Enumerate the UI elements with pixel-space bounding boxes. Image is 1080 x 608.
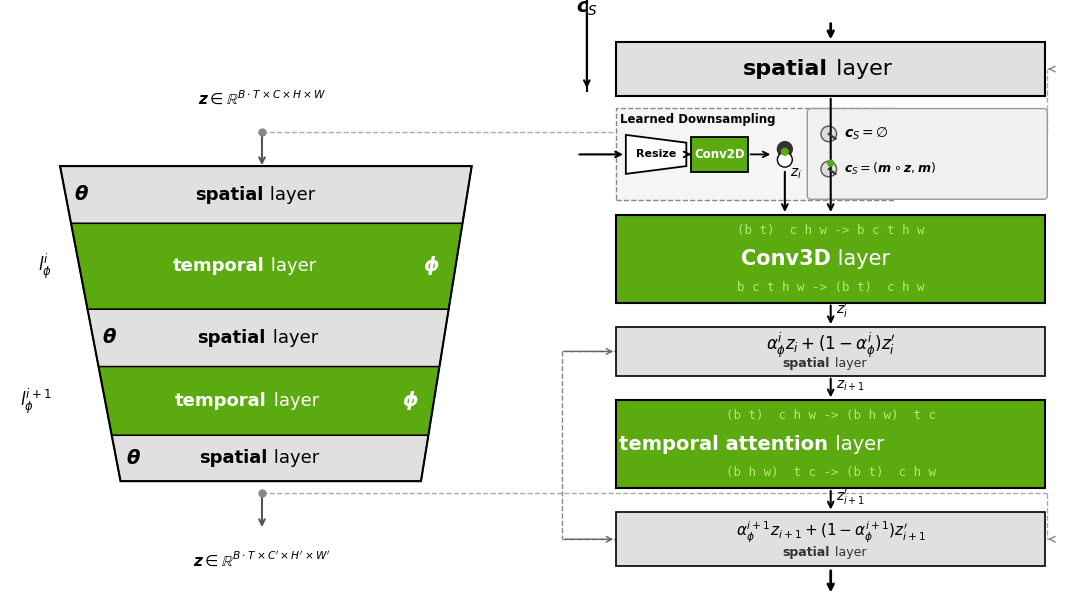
Text: $\boldsymbol{z} \in \mathbb{R}^{B \cdot T \times C \times H \times W}$: $\boldsymbol{z} \in \mathbb{R}^{B \cdot … bbox=[198, 89, 326, 107]
Text: temporal: temporal bbox=[173, 257, 265, 275]
Circle shape bbox=[782, 148, 788, 155]
Text: b c t h w -> (b t)  c h w: b c t h w -> (b t) c h w bbox=[737, 280, 924, 294]
Circle shape bbox=[778, 152, 793, 167]
Bar bbox=[616, 215, 1045, 303]
Text: Conv3D: Conv3D bbox=[741, 249, 831, 269]
Text: spatial: spatial bbox=[782, 546, 829, 559]
Text: $l_\phi^{i+1}$: $l_\phi^{i+1}$ bbox=[21, 386, 52, 416]
Text: layer: layer bbox=[831, 357, 866, 370]
Text: (b t)  c h w -> b c t h w: (b t) c h w -> b c t h w bbox=[737, 224, 924, 237]
Text: (b t)  c h w -> (b h w)  t c: (b t) c h w -> (b h w) t c bbox=[726, 409, 935, 423]
Text: (b h w)  t c -> (b t)  c h w: (b h w) t c -> (b t) c h w bbox=[726, 466, 935, 479]
Text: layer: layer bbox=[266, 257, 316, 275]
Text: layer: layer bbox=[828, 435, 885, 454]
Polygon shape bbox=[71, 223, 462, 309]
Text: layer: layer bbox=[831, 546, 866, 559]
Text: layer: layer bbox=[265, 185, 315, 204]
FancyBboxPatch shape bbox=[616, 108, 895, 200]
Bar bbox=[616, 42, 1045, 96]
Text: $\boldsymbol{c}_S$: $\boldsymbol{c}_S$ bbox=[576, 0, 598, 18]
Text: $\alpha_\phi^{i+1} z_{i+1} + (1 - \alpha_\phi^{i+1})z_{i+1}^{\prime}$: $\alpha_\phi^{i+1} z_{i+1} + (1 - \alpha… bbox=[735, 520, 926, 545]
Bar bbox=[691, 137, 747, 172]
Text: $\boldsymbol{\theta}$: $\boldsymbol{\theta}$ bbox=[75, 185, 89, 204]
Circle shape bbox=[827, 161, 834, 166]
Text: $\alpha_\phi^i z_i + (1 - \alpha_\phi^i)z_i^{\prime}$: $\alpha_\phi^i z_i + (1 - \alpha_\phi^i)… bbox=[766, 330, 895, 360]
Text: temporal: temporal bbox=[175, 392, 267, 410]
Text: $\boldsymbol{\phi}$: $\boldsymbol{\phi}$ bbox=[422, 255, 440, 277]
Text: $\boldsymbol{z} \in \mathbb{R}^{B \cdot T \times C' \times H' \times W'}$: $\boldsymbol{z} \in \mathbb{R}^{B \cdot … bbox=[193, 550, 330, 568]
Text: spatial: spatial bbox=[198, 329, 266, 347]
Text: layer: layer bbox=[828, 59, 892, 79]
Text: $z_{i+1}$: $z_{i+1}$ bbox=[836, 378, 865, 393]
Bar bbox=[616, 513, 1045, 566]
Polygon shape bbox=[87, 309, 448, 367]
Text: temporal attention: temporal attention bbox=[619, 435, 827, 454]
Text: $l_\phi^i$: $l_\phi^i$ bbox=[38, 252, 52, 281]
Text: spatial: spatial bbox=[743, 59, 827, 79]
Text: layer: layer bbox=[269, 449, 320, 468]
Text: Learned Downsampling: Learned Downsampling bbox=[620, 112, 775, 126]
Polygon shape bbox=[60, 166, 472, 223]
Text: Conv2D: Conv2D bbox=[694, 148, 745, 161]
Text: spatial: spatial bbox=[782, 357, 829, 370]
Circle shape bbox=[821, 161, 837, 177]
Text: spatial: spatial bbox=[195, 185, 264, 204]
Text: $z_i'$: $z_i'$ bbox=[836, 301, 848, 320]
Circle shape bbox=[821, 126, 837, 142]
FancyBboxPatch shape bbox=[807, 109, 1048, 199]
Bar bbox=[616, 400, 1045, 488]
Polygon shape bbox=[625, 135, 686, 174]
Text: layer: layer bbox=[268, 392, 319, 410]
Text: $z_{i+1}'$: $z_{i+1}'$ bbox=[836, 488, 865, 507]
Text: layer: layer bbox=[831, 249, 890, 269]
Polygon shape bbox=[98, 367, 440, 435]
Text: $\boldsymbol{c}_S = (\boldsymbol{m} \circ \boldsymbol{z}, \boldsymbol{m})$: $\boldsymbol{c}_S = (\boldsymbol{m} \cir… bbox=[845, 161, 936, 177]
Text: layer: layer bbox=[267, 329, 318, 347]
Text: $\boldsymbol{\phi}$: $\boldsymbol{\phi}$ bbox=[403, 390, 419, 412]
Text: $\boldsymbol{\theta}$: $\boldsymbol{\theta}$ bbox=[125, 449, 140, 468]
Polygon shape bbox=[111, 435, 429, 481]
Text: $\boldsymbol{c}_S = \emptyset$: $\boldsymbol{c}_S = \emptyset$ bbox=[845, 126, 889, 142]
Text: $\boldsymbol{\theta}$: $\boldsymbol{\theta}$ bbox=[102, 328, 117, 347]
Text: spatial: spatial bbox=[199, 449, 268, 468]
Circle shape bbox=[778, 142, 793, 157]
Bar bbox=[616, 327, 1045, 376]
Text: Resize: Resize bbox=[636, 150, 676, 159]
Text: $z_i$: $z_i$ bbox=[789, 167, 801, 181]
